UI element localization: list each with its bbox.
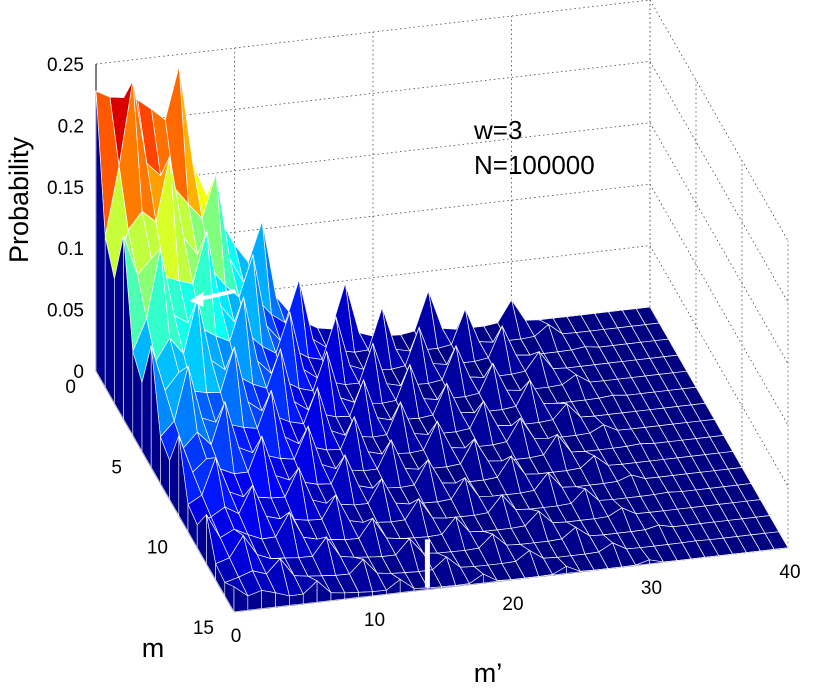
surface-skirt [358,591,373,598]
arrow-marker [199,288,236,301]
y-tick-label: 5 [111,457,122,478]
z-tick-label: 0.05 [47,301,84,322]
z-tick-label: 0.25 [47,55,84,76]
grid-line [95,245,651,310]
x-tick-label: 0 [231,626,242,647]
markers [189,288,430,588]
surface-skirt [774,547,789,550]
grid-line [95,183,651,249]
grid-line [95,122,651,188]
annotation-n: N=100000 [474,150,595,180]
surface-skirt [330,592,346,601]
grid-line [95,61,651,126]
y-tick-label: 10 [147,538,168,559]
z-tick-label: 0.1 [58,239,84,260]
annotation-w: w=3 [473,115,522,145]
surface-skirt [663,560,678,563]
bar-marker [424,539,430,588]
grid-line [649,184,789,426]
grid-line [649,245,789,487]
grid-line [649,0,789,241]
x-axis-label: m’ [474,658,503,688]
surface-skirt [261,590,276,609]
y-tick-label: 0 [65,377,76,398]
tick-labels: 0 0.05 0.1 0.15 0.2 0.25 0 5 10 15 0 10 … [47,55,801,647]
z-tick-label: 0 [73,362,84,383]
surface-skirt [224,582,235,613]
y-axis-label: m [142,633,165,663]
arrow-marker-head [189,291,204,307]
grid-line [649,61,789,303]
y-tick-label: 15 [193,618,214,639]
x-tick-label: 30 [641,578,662,599]
x-tick-label: 20 [502,594,523,615]
grid-line [649,122,789,364]
x-tick-label: 40 [779,562,800,583]
x-tick-label: 10 [364,610,385,631]
grid-line [95,0,651,65]
z-tick-label: 0.15 [47,178,84,199]
surface-skirt [289,593,304,606]
z-axis-label: Probability [4,136,34,263]
probability-surface [95,66,789,613]
z-tick-label: 0.2 [58,116,84,137]
